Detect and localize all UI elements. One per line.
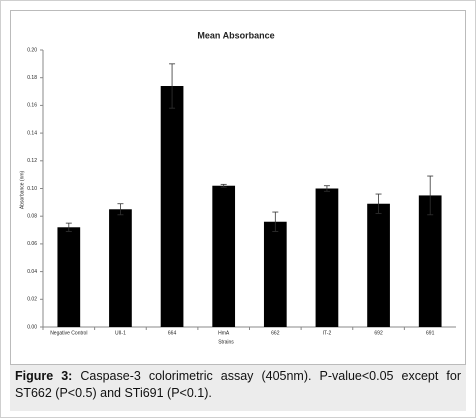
y-tick-label: 0.10 (27, 186, 37, 192)
bar (367, 203, 390, 327)
y-tick-label: 0.04 (27, 269, 37, 275)
error-bar (272, 211, 279, 232)
chart: Mean Absorbance Strains Absorbance (nm) … (10, 10, 466, 365)
x-tick-label: 692 (374, 330, 383, 336)
bar (315, 188, 339, 327)
x-tick-label: 664 (168, 330, 177, 336)
error-bar (220, 183, 227, 188)
y-tick-label: 0.02 (27, 297, 37, 303)
chart-title: Mean Absorbance (197, 30, 274, 40)
x-tick-label: Negative Control (50, 330, 87, 336)
x-tick-label: 662 (271, 330, 280, 336)
error-bar (427, 175, 434, 216)
caption-label: Figure 3: (15, 369, 73, 383)
y-tick-label: 0.06 (27, 241, 37, 247)
error-bar (375, 193, 382, 214)
y-tick-label: 0.14 (27, 130, 37, 136)
y-tick-label: 0.12 (27, 158, 37, 164)
y-tick-label: 0.18 (27, 75, 37, 81)
caption: Figure 3: Caspase-3 colorimetric assay (… (10, 365, 466, 411)
y-tick-label: 0.08 (27, 214, 37, 220)
y-tick-label: 0.20 (27, 47, 37, 53)
x-tick-label: HmA (218, 330, 230, 336)
x-tick-label: UII-1 (115, 330, 126, 336)
x-tick-label: 691 (426, 330, 435, 336)
error-bar (323, 185, 330, 192)
caption-text: Caspase-3 colorimetric assay (405nm). P-… (15, 369, 461, 400)
error-bar (169, 63, 176, 109)
bar (109, 209, 132, 327)
y-axis-label: Absorbance (nm) (19, 170, 25, 209)
y-tick-label: 0.00 (27, 324, 37, 330)
x-axis-label: Strains (218, 339, 234, 345)
bar (160, 86, 184, 327)
bar (57, 227, 81, 327)
x-tick-label: IT-2 (323, 330, 332, 336)
y-tick-label: 0.16 (27, 103, 37, 109)
bar (212, 185, 236, 327)
error-bar (65, 222, 72, 232)
bar (418, 195, 442, 327)
error-bar (117, 203, 124, 216)
bar (263, 221, 287, 327)
